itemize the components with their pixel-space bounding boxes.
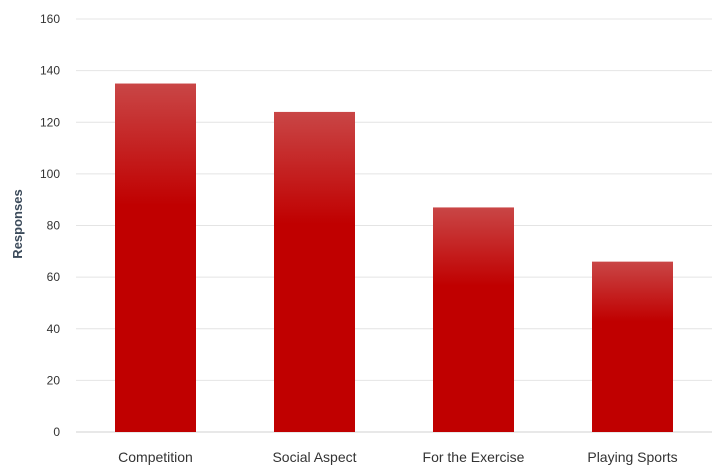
y-tick-label: 160 <box>40 12 60 26</box>
y-tick-label: 140 <box>40 64 60 78</box>
x-tick-label: Playing Sports <box>587 449 677 465</box>
y-axis-title: Responses <box>10 189 25 258</box>
bar-competition <box>115 83 196 432</box>
y-tick-label: 80 <box>47 219 61 233</box>
bar-social-aspect <box>274 111 355 433</box>
x-tick-label: Competition <box>118 449 193 465</box>
x-tick-label: For the Exercise <box>423 449 525 465</box>
bar-for-the-exercise <box>433 207 514 432</box>
x-tick-label: Social Aspect <box>272 449 356 465</box>
y-tick-label: 20 <box>47 373 61 387</box>
y-tick-label: 0 <box>53 425 60 439</box>
y-tick-label: 60 <box>47 270 61 284</box>
y-axis-ticks: 0 20 40 60 80 100 120 140 160 <box>40 12 60 439</box>
bar-playing-sports <box>592 261 673 432</box>
x-axis-ticks: Competition Social Aspect For the Exercise… <box>118 449 677 465</box>
y-tick-label: 100 <box>40 167 60 181</box>
bars <box>115 83 673 433</box>
y-tick-label: 40 <box>47 322 61 336</box>
y-tick-label: 120 <box>40 115 60 129</box>
